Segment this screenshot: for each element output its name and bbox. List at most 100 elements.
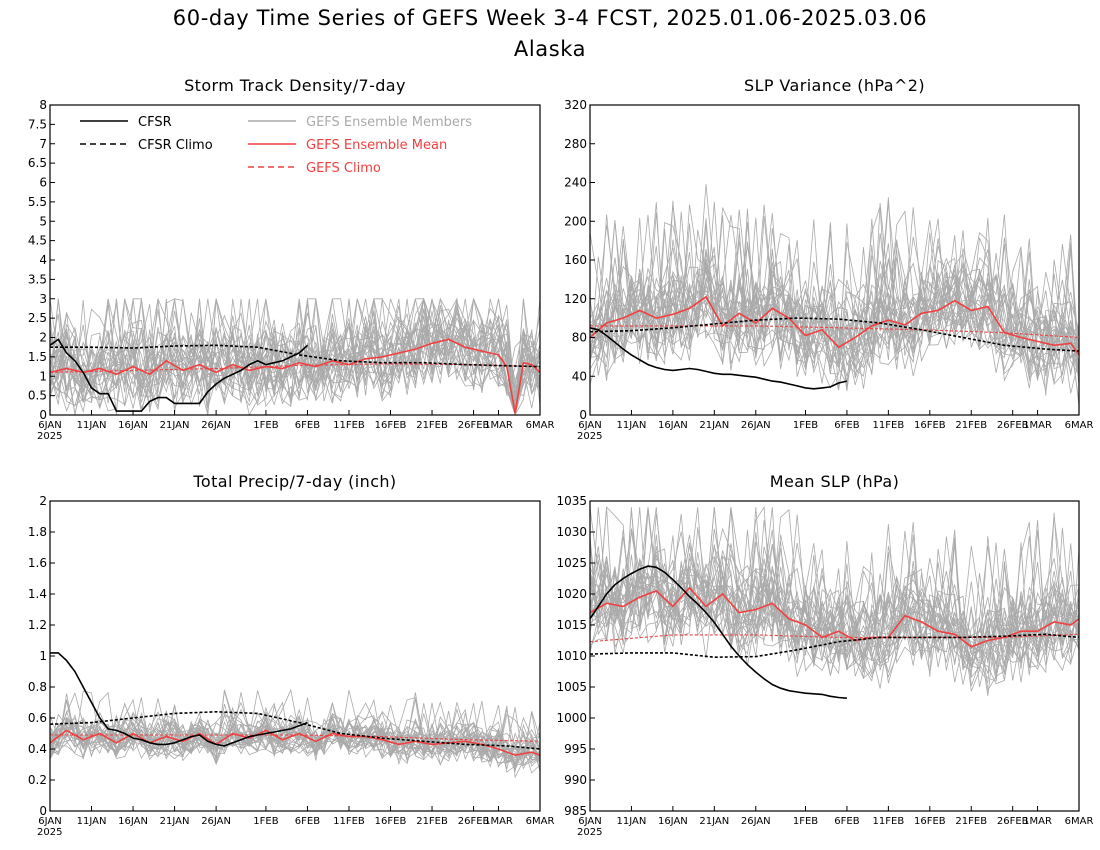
ensemble-member-line xyxy=(49,298,541,413)
y-tick-label: 1005 xyxy=(556,680,587,694)
y-tick-label: 1.8 xyxy=(28,525,47,539)
x-tick-label: 16JAN xyxy=(658,420,688,431)
series-cfsr xyxy=(589,565,847,699)
series-cfsr-climo xyxy=(589,633,1080,659)
y-tick-label: 80 xyxy=(572,331,587,345)
x-tick-label: 11FEB xyxy=(333,420,365,431)
chart-panel-1: Storm Track Density/7-day 0 0.5 1 1.5 2 2.5 3 3.… xyxy=(28,76,555,442)
y-tick-label: 4.5 xyxy=(28,234,47,248)
x-tick-label: 6FEB xyxy=(295,420,320,431)
y-tick-label: 7.5 xyxy=(28,117,47,131)
x-tick-label: 26JAN xyxy=(741,816,771,827)
y-tick-label: 1 xyxy=(39,649,47,663)
series-mean xyxy=(49,729,541,757)
panel-title: SLP Variance (hPa^2) xyxy=(744,76,925,95)
ensemble-member-line xyxy=(589,507,1080,683)
y-tick-label: 200 xyxy=(564,214,587,228)
ensemble-member-line xyxy=(589,507,1080,681)
x-year-label: 2025 xyxy=(577,827,602,838)
x-tick-label: 6MAR xyxy=(526,420,555,431)
y-tick-label: 280 xyxy=(564,137,587,151)
ensemble-member-line xyxy=(49,699,541,766)
y-tick-label: 0.4 xyxy=(28,742,47,756)
y-tick-label: 120 xyxy=(564,292,587,306)
legend-label-mean: GEFS Ensemble Mean xyxy=(306,138,447,153)
chart-panel-2: SLP Variance (hPa^2) 0 40 80 120 160 200 240 280… xyxy=(564,76,1093,442)
chart-panel-3: Total Precip/7-day (inch)00.20.40.60.811… xyxy=(28,472,555,838)
x-tick-label: 21FEB xyxy=(955,816,987,827)
x-tick-label: 11JAN xyxy=(77,420,107,431)
series-mean xyxy=(49,338,541,414)
ensemble-member-line xyxy=(49,702,541,764)
x-tick-label: 26FEB xyxy=(997,420,1029,431)
x-year-label: 2025 xyxy=(577,431,602,442)
series-cfsr xyxy=(589,327,848,390)
ensemble-members xyxy=(589,505,1080,696)
series-gefs-climo xyxy=(50,734,541,742)
y-tick-label: 4 xyxy=(39,253,47,267)
series-cfsr-climo xyxy=(589,317,1080,352)
y-tick-label: 1.6 xyxy=(28,556,47,570)
x-tick-label: 26JAN xyxy=(201,816,231,827)
legend-label-members: GEFS Ensemble Members xyxy=(306,115,472,130)
y-tick-label: 2 xyxy=(39,494,47,508)
ensemble-member-line xyxy=(589,507,1080,682)
y-tick-label: 0 xyxy=(39,408,47,422)
y-tick-label: 0 xyxy=(39,804,47,818)
ensemble-member-line xyxy=(589,218,1080,380)
ensemble-member-line xyxy=(49,298,541,416)
y-tick-label: 2 xyxy=(39,331,47,345)
ensemble-member-line xyxy=(589,225,1080,381)
x-tick-label: 26FEB xyxy=(997,816,1029,827)
ensemble-member-line xyxy=(589,197,1080,362)
y-tick-label: 1.4 xyxy=(28,587,47,601)
x-tick-label: 26JAN xyxy=(201,420,231,431)
y-tick-label: 2.5 xyxy=(28,311,47,325)
x-tick-label: 1MAR xyxy=(484,816,513,827)
ensemble-member-line xyxy=(49,710,541,773)
x-tick-label: 21FEB xyxy=(416,816,448,827)
x-tick-label: 16FEB xyxy=(914,816,946,827)
y-tick-label: 0.6 xyxy=(28,711,47,725)
x-tick-label: 6MAR xyxy=(1065,816,1094,827)
x-tick-label: 26JAN xyxy=(741,420,771,431)
y-tick-label: 5.5 xyxy=(28,195,47,209)
series-cfsr xyxy=(49,338,309,412)
ensemble-members xyxy=(49,297,541,417)
series-cfsr-climo xyxy=(49,710,541,750)
x-tick-label: 1MAR xyxy=(484,420,513,431)
chart-panel-4: Mean SLP (hPa) 985 990 995 1000 1005 1010 1015 1… xyxy=(556,472,1093,838)
y-tick-label: 6.5 xyxy=(28,156,47,170)
ensemble-member-line xyxy=(589,505,1080,671)
ensemble-member-line xyxy=(49,698,541,770)
x-tick-label: 26FEB xyxy=(458,816,490,827)
y-tick-label: 240 xyxy=(564,176,587,190)
y-tick-label: 0.8 xyxy=(28,680,47,694)
y-tick-label: 990 xyxy=(564,773,587,787)
x-tick-label: 1FEB xyxy=(253,816,278,827)
series-cfsr-climo xyxy=(50,344,541,368)
y-tick-label: 1.2 xyxy=(28,618,47,632)
chart-title: 60-day Time Series of GEFS Week 3-4 FCST… xyxy=(172,6,928,30)
y-tick-label: 1030 xyxy=(556,525,587,539)
series-mean xyxy=(589,586,1080,648)
legend-label-cfsr: CFSR xyxy=(138,115,172,130)
x-tick-label: 16JAN xyxy=(658,816,688,827)
y-tick-label: 0.5 xyxy=(28,389,47,403)
y-tick-label: 1025 xyxy=(556,556,587,570)
x-tick-label: 16FEB xyxy=(375,420,407,431)
x-tick-label: 6JAN xyxy=(38,816,61,827)
x-tick-label: 1FEB xyxy=(793,816,818,827)
y-tick-label: 1035 xyxy=(556,494,587,508)
y-tick-label: 1015 xyxy=(556,618,587,632)
chart-subtitle: Alaska xyxy=(513,37,587,61)
y-tick-label: 5 xyxy=(39,214,47,228)
y-tick-label: 1000 xyxy=(556,711,587,725)
y-tick-label: 3 xyxy=(39,292,47,306)
x-tick-label: 11FEB xyxy=(873,816,905,827)
y-tick-label: 0 xyxy=(579,408,587,422)
y-tick-label: 320 xyxy=(564,98,587,112)
ensemble-member-line xyxy=(49,298,541,416)
panel-title: Storm Track Density/7-day xyxy=(184,76,406,95)
